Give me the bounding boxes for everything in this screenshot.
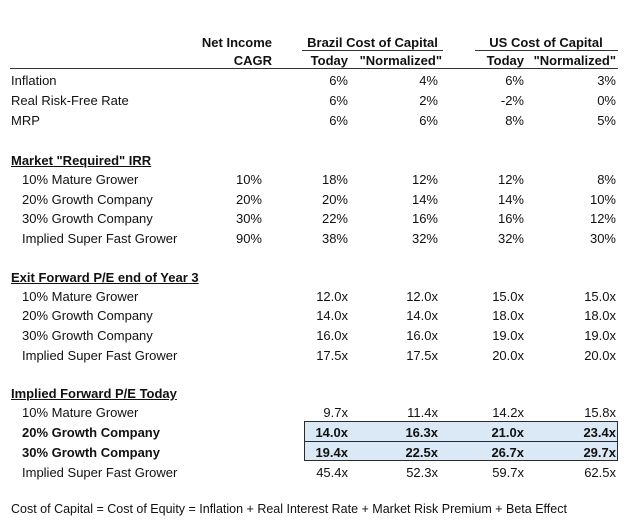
row-label: 30% Growth Company: [22, 211, 153, 226]
row-label: 20% Growth Company: [22, 308, 153, 323]
cell: 4%: [419, 73, 438, 88]
cell: 19.4x: [315, 445, 348, 460]
cell: 18%: [321, 172, 348, 187]
cell: 16.0x: [406, 328, 438, 343]
cell: 18.0x: [492, 308, 524, 323]
cell: 20%: [321, 192, 348, 207]
brazil-normalized-header: "Normalized": [359, 53, 442, 68]
cell: 26.7x: [491, 445, 524, 460]
cell: 14.0x: [316, 308, 348, 323]
cell: 15.0x: [492, 289, 524, 304]
cell: 30%: [235, 211, 262, 226]
row-label: Implied Super Fast Grower: [22, 465, 178, 480]
footnote: Cost of Capital = Cost of Equity = Infla…: [11, 502, 567, 516]
cell: 10%: [589, 192, 616, 207]
irr-section-title: Market "Required" IRR: [11, 153, 152, 168]
brazil-today-header: Today: [310, 53, 348, 68]
cell: 62.5x: [584, 465, 616, 480]
cell: 6%: [419, 113, 438, 128]
cell: 59.7x: [492, 465, 524, 480]
cell: 14.0x: [406, 308, 438, 323]
cell: 38%: [321, 231, 348, 246]
us-normalized-header: "Normalized": [533, 53, 616, 68]
row-label: Inflation: [11, 73, 57, 88]
row-label: 20% Growth Company: [22, 192, 153, 207]
cell: 19.0x: [492, 328, 524, 343]
cell: 19.0x: [584, 328, 616, 343]
cell: 12%: [589, 211, 616, 226]
row-label: Real Risk-Free Rate: [11, 93, 129, 108]
cell: 15.0x: [584, 289, 616, 304]
cell: 6%: [329, 73, 348, 88]
cell: 14%: [411, 192, 438, 207]
us-cost-of-capital-header: US Cost of Capital: [489, 35, 603, 50]
cell: 32%: [411, 231, 438, 246]
net-income-header-line1: Net Income: [201, 35, 272, 50]
cell: 6%: [329, 113, 348, 128]
row-label: MRP: [11, 113, 40, 128]
cell: 12.0x: [406, 289, 438, 304]
row-label: Implied Super Fast Grower: [22, 231, 178, 246]
cell: 30%: [589, 231, 616, 246]
cell: 52.3x: [406, 465, 438, 480]
cell: 17.5x: [406, 348, 438, 363]
cell: 3%: [597, 73, 616, 88]
cell: 2%: [419, 93, 438, 108]
row-label: 10% Mature Grower: [22, 289, 139, 304]
cell: 16.0x: [316, 328, 348, 343]
cell: 45.4x: [316, 465, 348, 480]
cell: 20%: [235, 192, 262, 207]
brazil-header-underline: [302, 50, 443, 51]
implied-pe-section-title: Implied Forward P/E Today: [11, 386, 177, 401]
cell: 16%: [411, 211, 438, 226]
cell: 32%: [497, 231, 524, 246]
us-today-header: Today: [486, 53, 524, 68]
cell: 20.0x: [492, 348, 524, 363]
row-label: 30% Growth Company: [22, 445, 160, 460]
cell: 10%: [235, 172, 262, 187]
cell: 21.0x: [491, 425, 524, 440]
cell: 6%: [505, 73, 524, 88]
row-label: Implied Super Fast Grower: [22, 348, 178, 363]
cell: 8%: [505, 113, 524, 128]
cell: 23.4x: [583, 425, 616, 440]
cell: 5%: [597, 113, 616, 128]
row-label: 10% Mature Grower: [22, 405, 139, 420]
cell: 90%: [235, 231, 262, 246]
cell: 0%: [597, 93, 616, 108]
cell: 16.3x: [405, 425, 438, 440]
cell: 17.5x: [316, 348, 348, 363]
brazil-cost-of-capital-header: Brazil Cost of Capital: [307, 35, 438, 50]
cell: 22.5x: [405, 445, 438, 460]
cell: 20.0x: [584, 348, 616, 363]
cell: 12%: [411, 172, 438, 187]
cell: 18.0x: [584, 308, 616, 323]
cell: 11.4x: [407, 405, 438, 420]
header-rule: [10, 68, 618, 69]
row-label: 20% Growth Company: [22, 425, 160, 440]
cell: 16%: [497, 211, 524, 226]
cell: 22%: [321, 211, 348, 226]
cell: 8%: [597, 172, 616, 187]
cell: 15.8x: [584, 405, 616, 420]
us-header-underline: [475, 50, 618, 51]
cell: 14.2x: [492, 405, 524, 420]
cell: -2%: [500, 93, 524, 108]
exit-pe-section-title: Exit Forward P/E end of Year 3: [11, 270, 199, 285]
row-label: 10% Mature Grower: [22, 172, 139, 187]
cell: 12%: [497, 172, 524, 187]
net-income-header-line2: CAGR: [233, 53, 272, 68]
cell: 9.7x: [323, 405, 348, 420]
cell: 12.0x: [316, 289, 348, 304]
cell: 14%: [497, 192, 524, 207]
highlight-divider: [304, 441, 618, 442]
row-label: 30% Growth Company: [22, 328, 153, 343]
cell: 29.7x: [583, 445, 616, 460]
cell: 6%: [329, 93, 348, 108]
cell: 14.0x: [315, 425, 348, 440]
